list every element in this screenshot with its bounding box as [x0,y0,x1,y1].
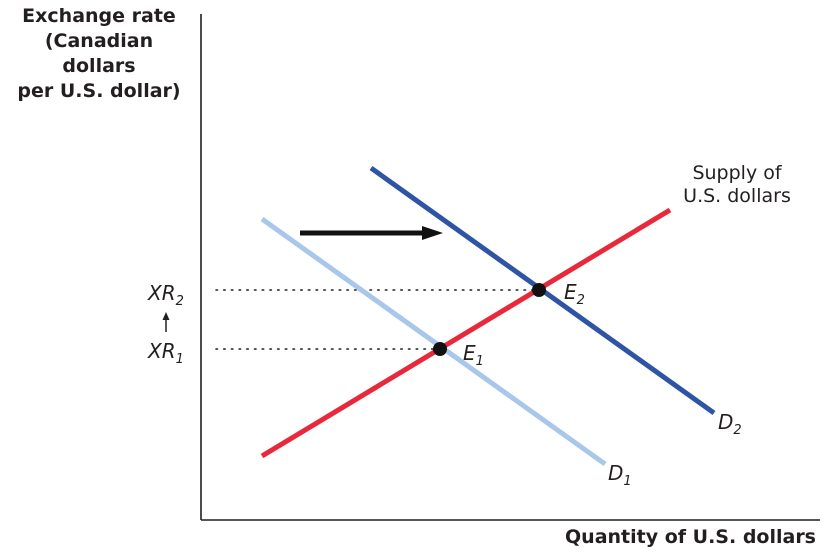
price-label-xr1: XR1 [147,339,184,367]
supply-curve-label: Supply of U.S. dollars [676,162,798,208]
demand-label-d1: D1 [608,461,632,489]
y-axis-label-line-3: per U.S. dollar) [17,80,181,102]
demand-curve-1 [260,216,607,467]
equilibrium-point-e2 [532,283,546,297]
up-arrow-icon [162,312,170,332]
price-label-xr2: XR2 [147,281,184,309]
x-axis-label: Quantity of U.S. dollars [565,526,816,548]
y-axis-label-line-1: Exchange rate [22,5,176,27]
demand-label-d2: D2 [718,410,742,438]
supply-label-line-2: U.S. dollars [683,185,791,207]
equilibrium-label-e2: E2 [564,280,585,308]
equilibrium-label-e1: E1 [463,341,484,369]
y-axis-label: Exchange rate (Canadian dollars per U.S.… [6,4,192,104]
supply-curve [260,207,672,459]
equilibrium-point-e1 [433,342,447,356]
y-axis-label-line-2: (Canadian dollars [44,30,154,77]
supply-label-line-1: Supply of [692,162,782,184]
shift-arrow-icon [300,226,443,240]
